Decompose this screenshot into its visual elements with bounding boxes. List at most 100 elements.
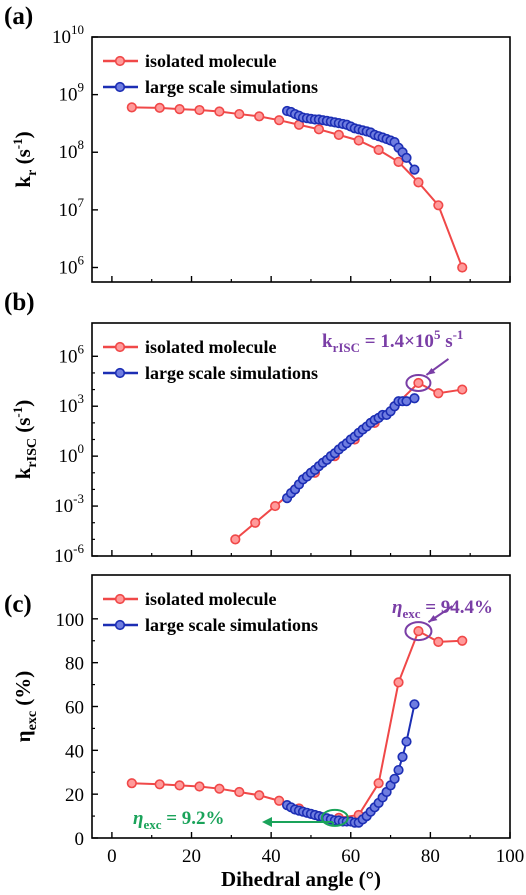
y-tick-label: 60 <box>65 698 84 719</box>
data-point-isolated <box>154 102 165 113</box>
y-label-sub: rISC <box>25 438 40 468</box>
callout-arrowhead <box>426 367 436 375</box>
data-point-isolated <box>333 129 344 140</box>
tick-base: 10 <box>54 496 73 517</box>
y-tick-label: 100 <box>56 610 85 631</box>
plot-frame <box>91 36 511 283</box>
y-tick-label: 106 <box>59 252 85 278</box>
y-tick-label: 109 <box>59 80 85 106</box>
plot-frame <box>91 322 511 557</box>
data-point-isolated <box>457 635 468 646</box>
data-point-isolated <box>433 200 444 211</box>
legend-label: large scale simulations <box>145 615 318 635</box>
callout-main: η <box>392 597 402 618</box>
data-point-isolated <box>174 780 185 791</box>
data-point-isolated <box>274 115 285 126</box>
panel-label: (a) <box>4 3 33 30</box>
data-point-isolated <box>373 778 384 789</box>
y-label-main: η <box>11 730 35 742</box>
x-axis-label: Dihedral angle (°) <box>221 867 381 891</box>
data-point-large-scale <box>389 773 400 784</box>
data-point-large-scale <box>401 152 412 163</box>
y-tick-label: 108 <box>59 137 85 163</box>
y-label-sub: r <box>25 170 40 176</box>
y-tick-label: 103 <box>59 391 85 417</box>
tick-base: 10 <box>54 546 73 567</box>
legend-marker <box>114 341 126 353</box>
y-label-unit: (s <box>11 149 35 169</box>
data-point-large-scale <box>393 764 404 776</box>
legend-marker <box>114 367 126 379</box>
callout-ellipse <box>405 373 432 392</box>
y-label-sub: exc <box>25 711 40 730</box>
y-label-sup: -1 <box>10 407 25 418</box>
data-point-isolated <box>254 111 265 122</box>
tick-exponent: -6 <box>73 541 84 556</box>
y-tick-label: 107 <box>59 195 85 221</box>
callout-sub: exc <box>143 817 161 832</box>
callout-ellipse <box>320 808 349 827</box>
y-label-main: k <box>11 176 35 188</box>
series-line-isolated <box>234 381 463 541</box>
callout-eta-high: ηexc = 94.4% <box>392 597 493 621</box>
y-axis-label: krISC (s-1) <box>10 400 40 480</box>
data-point-isolated <box>413 626 424 637</box>
data-point-large-scale <box>397 751 408 763</box>
callout-sup: 5 <box>434 327 441 342</box>
data-point-isolated <box>393 156 404 167</box>
callout-main: η <box>133 808 143 829</box>
panel-label: (b) <box>4 289 35 316</box>
data-point-isolated <box>254 790 265 801</box>
callout-krisc: krISC = 1.4×105 s-1 <box>322 327 463 355</box>
legend-marker <box>114 593 126 605</box>
series-line-isolated <box>131 106 464 268</box>
x-tick-label: 100 <box>496 846 525 867</box>
legend-marker <box>114 55 126 67</box>
y-tick-label: 106 <box>59 341 85 367</box>
tick-base: 10 <box>59 85 78 106</box>
y-label-main: k <box>11 467 35 479</box>
y-tick-label: 10-3 <box>54 491 84 517</box>
data-point-isolated <box>413 377 424 389</box>
callout-value: = 94.4% <box>420 597 493 618</box>
callout-arrowhead <box>428 615 438 623</box>
y-label-close: ) <box>11 400 35 407</box>
data-point-isolated <box>270 500 281 512</box>
legend-label: isolated molecule <box>145 337 276 357</box>
data-point-isolated <box>154 779 165 790</box>
tick-exponent: 0 <box>78 441 85 456</box>
y-axis-label: kr (s-1) <box>10 131 40 187</box>
data-point-isolated <box>194 104 205 116</box>
series-line-large-scale <box>286 704 416 824</box>
y-label-sup: -1 <box>10 138 25 149</box>
callout-eta-low: ηexc = 9.2% <box>133 808 225 832</box>
callout-unit-sup: -1 <box>453 327 464 342</box>
data-point-isolated <box>313 124 325 135</box>
tick-base: 10 <box>52 27 71 48</box>
legend-label: isolated molecule <box>145 51 276 71</box>
tick-exponent: 3 <box>78 391 85 406</box>
data-point-isolated <box>230 534 241 545</box>
data-point-isolated <box>274 795 285 806</box>
data-point-isolated <box>214 106 225 117</box>
callout-sub: rISC <box>333 340 360 355</box>
callout-sub: exc <box>402 606 420 621</box>
legend-marker <box>114 619 126 631</box>
tick-exponent: -3 <box>73 491 84 506</box>
callout-unit: s <box>440 331 452 352</box>
tick-exponent: 10 <box>71 22 84 37</box>
tick-base: 10 <box>59 142 78 163</box>
data-point-isolated <box>433 388 444 399</box>
data-point-isolated <box>174 104 185 115</box>
legend-label: isolated molecule <box>145 589 276 609</box>
y-tick-label: 80 <box>65 654 84 675</box>
tick-exponent: 6 <box>78 252 85 267</box>
data-point-large-scale <box>409 164 420 175</box>
y-tick-label: 40 <box>65 741 84 762</box>
callout-mid: = 1.4×10 <box>360 331 434 352</box>
tick-exponent: 9 <box>78 80 85 95</box>
y-axis-label: ηexc (%) <box>11 671 40 743</box>
